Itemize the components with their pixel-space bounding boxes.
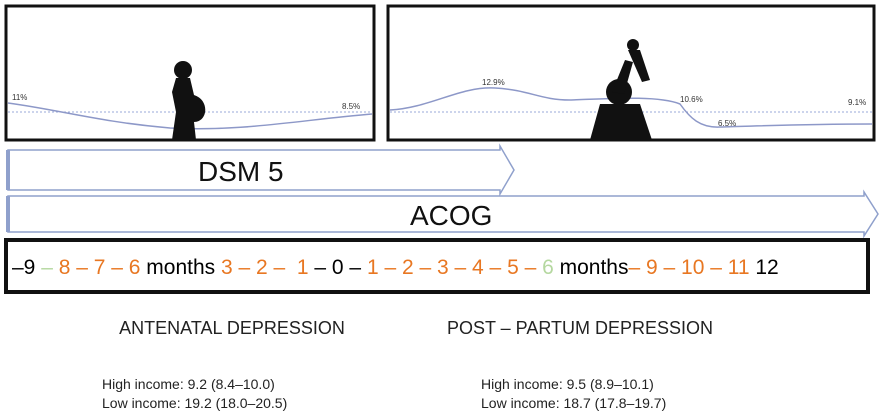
timeline-token: –9: [12, 256, 41, 279]
timeline-token: months: [146, 256, 221, 279]
timeline-token: 8 – 7 – 6: [59, 256, 147, 279]
timeline-token: –: [41, 256, 59, 279]
timeline-token: 6: [542, 256, 560, 279]
column-heading: POST – PARTUM DEPRESSION: [447, 318, 713, 338]
percent-label: 8.5%: [342, 102, 360, 111]
timeline: –9 – 8 – 7 – 6 months 3 – 2 – 1 – 0 – 1 …: [12, 256, 779, 279]
arrow-label: DSM 5: [198, 156, 284, 187]
percent-label: 9.1%: [848, 98, 866, 107]
timeline-token: months: [560, 256, 629, 279]
diagram: DSM 5 ACOG –9 – 8 – 7 – 6 months 3 – 2 –…: [0, 0, 879, 419]
percent-label: 10.6%: [680, 95, 703, 104]
timeline-token: 12: [755, 256, 778, 279]
timeline-token: 3 – 2 – 1: [221, 256, 314, 279]
income-line: Low income: 19.2 (18.0–20.5): [102, 395, 287, 411]
income-line: High income: 9.2 (8.4–10.0): [102, 376, 275, 392]
arrow-tail: [6, 196, 10, 232]
timeline-token: – 0 –: [314, 256, 367, 279]
column-heading: ANTENATAL DEPRESSION: [119, 318, 345, 338]
timeline-token: 1 – 2 – 3 – 4 – 5 –: [367, 256, 542, 279]
arrow-tail: [6, 150, 10, 190]
percent-label: 6.5%: [718, 119, 736, 128]
timeline-token: – 9 – 10 – 11: [628, 256, 755, 279]
percent-label: 11%: [12, 93, 27, 102]
income-line: High income: 9.5 (8.9–10.1): [481, 376, 654, 392]
percent-label: 12.9%: [482, 78, 505, 87]
arrow-label: ACOG: [410, 200, 492, 231]
income-line: Low income: 18.7 (17.8–19.7): [481, 395, 666, 411]
